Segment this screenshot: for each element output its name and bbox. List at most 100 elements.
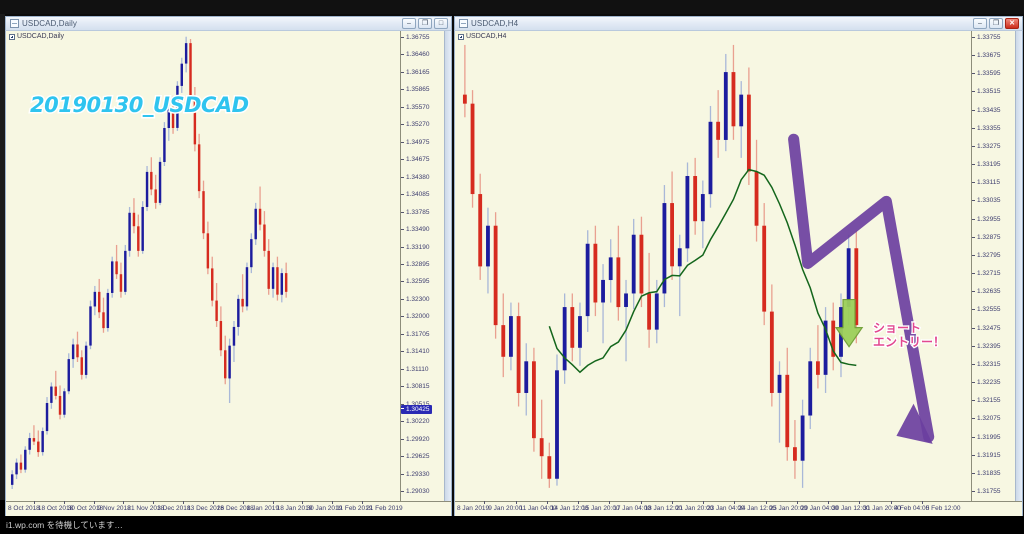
price-tick: 1.32315: [972, 361, 1001, 368]
close-button-h4[interactable]: ✕: [1005, 18, 1019, 29]
price-tick: 1.33785: [401, 209, 430, 216]
time-tick: 21 Nov 2018: [123, 501, 165, 512]
price-tick: 1.34380: [401, 174, 430, 181]
time-tick: 9 Jan 20:00: [484, 501, 523, 512]
time-tick: 30 Jan 12:00: [828, 501, 870, 512]
price-tick: 1.33435: [972, 107, 1001, 114]
price-tick: 1.33035: [972, 197, 1001, 204]
restore-icon: ❐: [421, 20, 429, 27]
titlebar-title-daily: USDCAD,Daily: [22, 19, 77, 28]
price-tick: 1.30220: [401, 418, 430, 425]
price-tick: 1.33275: [972, 143, 1001, 150]
time-tick: 3 Dec 2018: [153, 501, 191, 512]
chart-body-h4[interactable]: USDCAD,H4 ショート エントリー！ 1.33755 1: [454, 31, 1023, 518]
price-tick: 1.34975: [401, 139, 430, 146]
maximize-button-daily[interactable]: □: [434, 18, 448, 29]
vertical-scroll-rail-daily[interactable]: [444, 31, 451, 501]
restore-button-daily[interactable]: ❐: [418, 18, 432, 29]
time-tick: 5 Feb 12:00: [921, 501, 961, 512]
titlebar-title-h4: USDCAD,H4: [471, 19, 519, 28]
time-tick: 15 Jan 20:00: [578, 501, 620, 512]
time-tick: 21 Feb 2019: [362, 501, 403, 512]
time-tick: 18 Jan 12:00: [640, 501, 683, 512]
annotation-line-1: ショート: [872, 320, 923, 337]
chart-watermark-daily: 20190130_USDCAD: [29, 92, 251, 119]
price-tick: 1.35570: [401, 104, 430, 111]
price-tick: 1.31755: [972, 488, 1001, 495]
price-tick: 1.34085: [401, 191, 430, 198]
vertical-scroll-rail-h4[interactable]: [1015, 31, 1022, 501]
expand-icon[interactable]: [9, 33, 15, 40]
titlebar-daily[interactable]: USDCAD,Daily – ❐ □: [5, 16, 452, 31]
chart-symbol-label-h4: USDCAD,H4: [458, 33, 506, 40]
time-tick: 8 Jan 2019: [457, 505, 490, 512]
price-tick: 1.33675: [972, 52, 1001, 59]
price-tick: 1.35865: [401, 86, 430, 93]
minimize-button-daily[interactable]: –: [402, 18, 416, 29]
time-tick: 26 Dec 2018: [212, 501, 254, 512]
price-tick: 1.32795: [972, 252, 1001, 259]
price-tick: 1.34675: [401, 156, 430, 163]
minimize-icon: –: [407, 20, 411, 27]
price-tick: 1.32300: [401, 296, 430, 303]
plot-area-daily[interactable]: [6, 31, 400, 501]
price-tick: 1.29330: [401, 471, 430, 478]
time-tick: 8 Oct 2018: [8, 505, 40, 512]
time-tick: 18 Jan 2019: [272, 501, 313, 512]
price-tick: 1.33595: [972, 70, 1001, 77]
page-left-gutter: [0, 14, 5, 516]
minimize-icon: –: [978, 20, 982, 27]
chart-window-h4[interactable]: USDCAD,H4 – ❐ ✕ USDCAD,H4: [454, 16, 1023, 518]
price-tick: 1.32155: [972, 397, 1001, 404]
browser-top-strip: [0, 0, 1024, 14]
window-buttons-daily[interactable]: – ❐ □: [402, 18, 449, 29]
price-tick: 1.31835: [972, 470, 1001, 477]
price-tick: 1.32235: [972, 379, 1001, 386]
candlestick-canvas-daily: [10, 36, 288, 489]
price-tick: 1.32955: [972, 216, 1001, 223]
time-tick: 31 Jan 20:00: [859, 501, 901, 512]
price-tick: 1.32715: [972, 270, 1001, 277]
status-text: i1.wp.com を待機しています…: [6, 520, 123, 530]
restore-button-h4[interactable]: ❐: [989, 18, 1003, 29]
chart-window-daily[interactable]: USDCAD,Daily – ❐ □ USDCAD,Daily 20190130…: [5, 16, 452, 518]
close-icon: ✕: [1009, 20, 1015, 27]
time-tick: 21 Jan 20:00: [671, 501, 714, 512]
price-tick: 1.33755: [972, 34, 1001, 41]
price-tick: 1.36755: [401, 34, 430, 41]
chart-document-icon: [10, 19, 19, 28]
price-tick: 1.32555: [972, 306, 1001, 313]
time-tick: 4 Feb 04:00: [890, 501, 930, 512]
annotation-line-2: エントリー！: [872, 334, 947, 351]
price-tick: 1.32895: [401, 261, 430, 268]
chart-symbol-text: USDCAD,Daily: [17, 33, 65, 40]
chart-body-daily[interactable]: USDCAD,Daily 20190130_USDCAD 1.36755 1.36…: [5, 31, 452, 518]
price-tick: 1.33195: [972, 161, 1001, 168]
time-tick: 24 Jan 12:00: [734, 501, 776, 512]
price-axis-daily[interactable]: 1.36755 1.36460 1.36165 1.35865 1.35570 1.352…: [400, 31, 444, 501]
price-axis-h4[interactable]: 1.33755 1.33675 1.33595 1.33515 1.33435 1.333…: [971, 31, 1015, 501]
price-tick: 1.31410: [401, 348, 430, 355]
chart-symbol-text: USDCAD,H4: [466, 33, 507, 40]
price-tick: 1.29625: [401, 453, 430, 460]
time-tick: 30 Oct 2018: [63, 501, 104, 512]
chart-document-icon: [459, 19, 468, 28]
time-axis-daily[interactable]: 8 Oct 2018 18 Oct 2018 30 Oct 2018 9 Nov 20…: [6, 501, 451, 517]
time-axis-h4[interactable]: 8 Jan 2019 9 Jan 20:00 11 Jan 04:00 14 Jan …: [455, 501, 1022, 517]
price-tick: 1.32595: [401, 278, 430, 285]
time-tick: 25 Jan 20:00: [765, 501, 808, 512]
price-tick: 1.29920: [401, 436, 430, 443]
price-tick: 1.33490: [401, 226, 430, 233]
short-entry-annotation-text: ショート エントリー！: [872, 320, 947, 351]
plot-area-h4[interactable]: [455, 31, 971, 501]
current-price-tag: 1.30425: [401, 405, 432, 414]
time-tick: 9 Nov 2018: [93, 501, 131, 512]
expand-icon[interactable]: [458, 33, 464, 40]
window-buttons-h4[interactable]: – ❐ ✕: [973, 18, 1020, 29]
time-tick: 8 Jan 2019: [242, 501, 279, 512]
time-tick: 14 Jan 12:00: [546, 501, 589, 512]
restore-icon: ❐: [992, 20, 1000, 27]
titlebar-h4[interactable]: USDCAD,H4 – ❐ ✕: [454, 16, 1023, 31]
minimize-button-h4[interactable]: –: [973, 18, 987, 29]
time-tick: 11 Feb 2019: [332, 501, 373, 512]
